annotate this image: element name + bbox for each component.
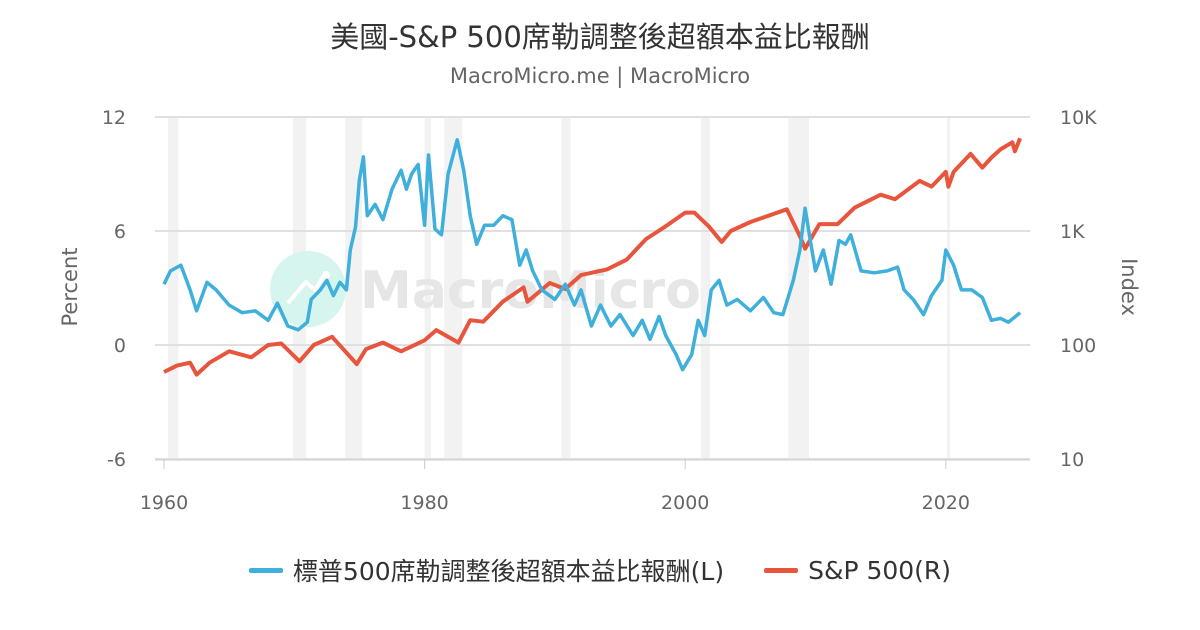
sp500-line [163, 137, 1022, 377]
cape-yield-line [162, 138, 1022, 372]
watermark-logo: MacroMicro [270, 251, 701, 327]
recession-band [444, 117, 463, 459]
watermark-text: MacroMicro [360, 261, 701, 321]
legend-swatch [248, 567, 283, 573]
right-tick-label: 1K [1060, 221, 1085, 243]
left-tick-label: 0 [114, 335, 126, 357]
legend-item-cape-yield[interactable]: 標普500席勒調整後超額本益比報酬(L) [248, 552, 725, 588]
chart-title: 美國-S&P 500席勒調整後超額本益比報酬 [330, 20, 870, 54]
recession-band [167, 117, 179, 459]
recession-band [788, 117, 809, 459]
left-tick-label: 12 [102, 107, 126, 129]
right-axis-label: Index [1117, 258, 1141, 316]
right-tick-label: 10 [1060, 449, 1084, 471]
x-tick-label: 2020 [922, 492, 970, 514]
chart-subtitle: MacroMicro.me | MacroMicro [449, 64, 751, 88]
recession-band [947, 117, 951, 459]
legend-label: S&P 500(R) [808, 555, 952, 585]
legend-swatch [764, 567, 799, 573]
legend-item-sp500[interactable]: S&P 500(R) [764, 552, 951, 588]
x-tick-label: 2000 [661, 492, 709, 514]
left-tick-label: 6 [114, 221, 126, 243]
recession-band [700, 117, 710, 459]
legend: 標普500席勒調整後超額本益比報酬(L) S&P 500(R) [0, 552, 1200, 588]
recession-band [424, 117, 432, 459]
legend-label: 標普500席勒調整後超額本益比報酬(L) [292, 557, 725, 586]
left-axis-label: Percent [58, 247, 82, 326]
right-tick-label: 10K [1060, 107, 1097, 129]
left-tick-label: -6 [107, 449, 126, 471]
x-tick-label: 1980 [400, 492, 448, 514]
right-tick-label: 100 [1060, 335, 1096, 357]
x-tick-label: 1960 [140, 492, 188, 514]
